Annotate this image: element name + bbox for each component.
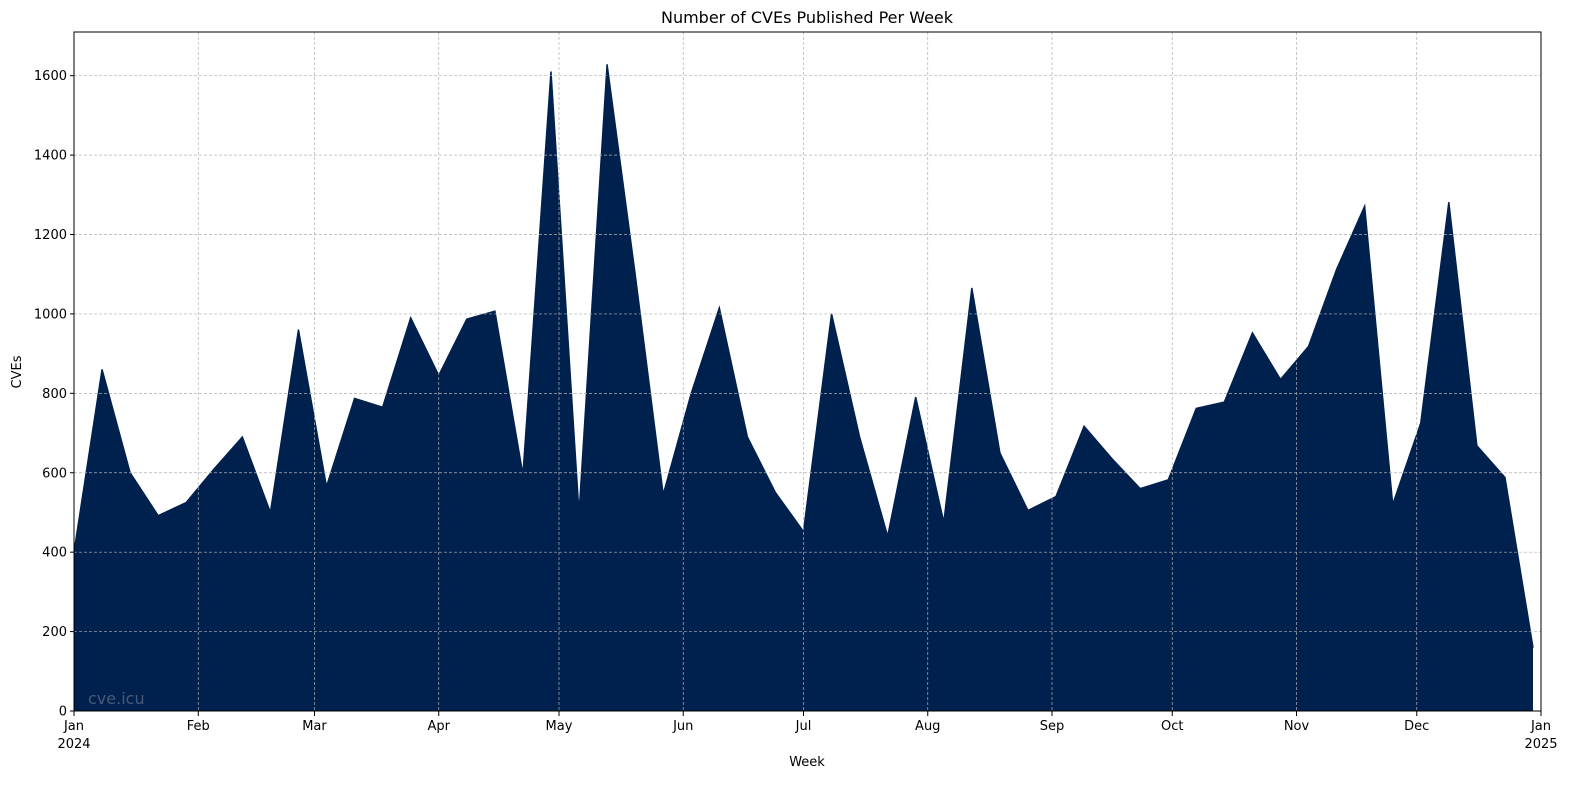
x-tick-year-label: 2024 [57, 737, 90, 752]
data-point [297, 329, 299, 331]
x-tick-label: Dec [1404, 719, 1429, 734]
data-point [1532, 646, 1534, 648]
data-point [1336, 268, 1338, 270]
data-point [185, 502, 187, 504]
x-axis-label: Week [789, 755, 825, 770]
data-point [1083, 425, 1085, 427]
x-tick-label: Nov [1284, 719, 1310, 734]
x-tick-label: Oct [1161, 719, 1183, 734]
x-tick-label: Aug [915, 719, 940, 734]
data-point [1251, 332, 1253, 334]
data-point [157, 515, 159, 517]
data-point [1448, 201, 1450, 203]
data-point [1027, 509, 1029, 511]
data-point [634, 273, 636, 275]
data-point [606, 64, 608, 66]
x-tick-label: Jun [672, 719, 693, 734]
data-point [241, 436, 243, 438]
y-tick-label: 800 [42, 387, 67, 402]
data-point [1167, 479, 1169, 481]
data-point [354, 398, 356, 399]
data-point [1139, 488, 1141, 490]
y-tick-label: 400 [42, 546, 67, 561]
x-tick-label: Jan [63, 719, 84, 734]
data-point [1392, 504, 1394, 506]
data-point [746, 436, 748, 438]
x-tick-year-label: 2025 [1524, 737, 1557, 752]
x-axis: Jan 2024 Feb Mar Apr May Jun Jul Aug Sep Oct Nov Dec… [57, 711, 1558, 752]
data-point [101, 369, 103, 371]
x-tick-label: Feb [187, 719, 210, 734]
x-tick-label: Mar [302, 719, 327, 734]
x-tick-label: Jul [795, 719, 812, 734]
data-point [1420, 422, 1422, 424]
data-point [578, 513, 580, 515]
x-tick-label: Sep [1040, 719, 1065, 734]
data-point [774, 492, 776, 494]
data-point [1308, 345, 1310, 347]
y-tick-label: 0 [59, 705, 67, 720]
data-point [887, 535, 889, 537]
data-point [915, 396, 917, 398]
y-tick-label: 1000 [34, 307, 67, 322]
data-point [494, 310, 496, 312]
data-point [410, 317, 412, 319]
data-point [1476, 445, 1478, 447]
data-point [999, 452, 1001, 454]
data-point [943, 521, 945, 523]
y-tick-label: 1400 [34, 149, 67, 164]
plot-frame [73, 31, 1542, 712]
y-axis-label: CVEs [10, 355, 25, 388]
x-tick-label: Apr [427, 719, 450, 734]
y-tick-label: 600 [42, 466, 67, 481]
data-point [466, 318, 468, 320]
data-point [1223, 401, 1225, 403]
data-point [213, 468, 215, 470]
data-point [550, 71, 552, 73]
data-point [382, 406, 384, 408]
x-tick-label: May [546, 719, 573, 734]
y-tick-label: 200 [42, 625, 67, 640]
data-point [1504, 477, 1506, 479]
y-axis: 0 200 400 600 800 1000 1200 1400 1600 [34, 69, 74, 720]
data-point [859, 436, 861, 438]
data-point [718, 307, 720, 309]
data-point [269, 511, 271, 513]
x-tick-label: Jan [1530, 719, 1551, 734]
data-point [1195, 407, 1197, 409]
data-point [1364, 205, 1366, 207]
data-point [326, 486, 328, 488]
data-point [802, 531, 804, 533]
data-point [438, 374, 440, 376]
data-point [1111, 458, 1113, 460]
data-point [1279, 378, 1281, 380]
data-point [662, 494, 664, 496]
data-point [1055, 496, 1057, 498]
chart-title: Number of CVEs Published Per Week [661, 8, 954, 27]
data-point [522, 474, 524, 476]
y-tick-label: 1200 [34, 228, 67, 243]
data-point [971, 287, 973, 289]
y-tick-label: 1600 [34, 69, 67, 84]
watermark-text: cve.icu [88, 689, 145, 708]
